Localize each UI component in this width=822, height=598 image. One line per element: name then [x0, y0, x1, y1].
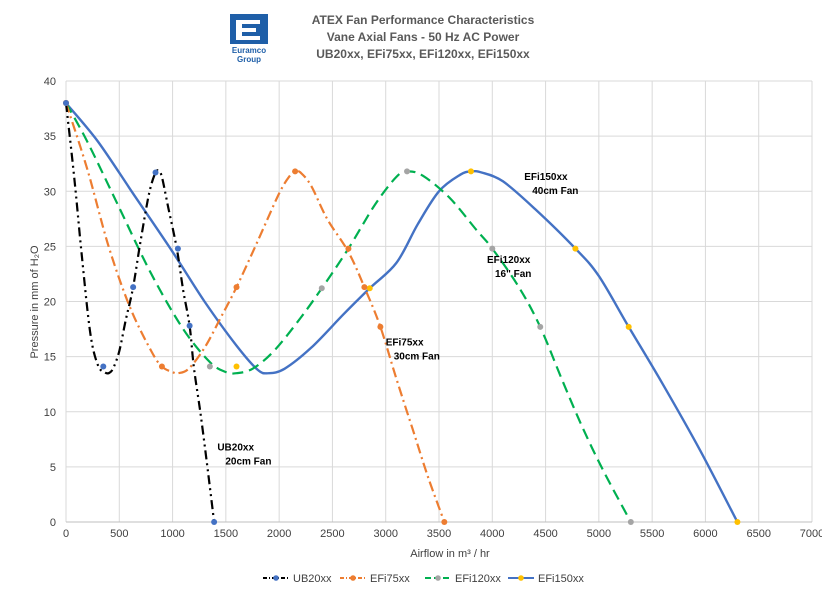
data-point-ub20xx	[174, 245, 181, 252]
series-line-ub20xx	[64, 102, 216, 523]
legend-label: EFi75xx	[370, 573, 410, 585]
x-tick-label: 1500	[214, 528, 238, 540]
annotation-label: 20cm Fan	[225, 456, 271, 467]
legend-marker	[435, 575, 441, 581]
x-tick-label: 1000	[160, 528, 184, 540]
data-point-ub20xx	[152, 169, 159, 176]
legend-label: EFi150xx	[538, 573, 584, 585]
data-point-efi75xx	[292, 168, 299, 175]
series-group	[64, 102, 739, 523]
data-point-efi120xx	[489, 245, 496, 252]
x-tick-label: 2500	[320, 528, 344, 540]
grid	[65, 80, 813, 523]
data-point-efi120xx	[206, 363, 213, 370]
annotation-label: EFi75xx	[386, 338, 424, 349]
data-point-efi120xx	[318, 285, 325, 292]
chart-title-line-3: UB20xx, EFi75xx, EFi120xx, EFi150xx	[316, 47, 530, 61]
y-tick-label: 20	[44, 297, 56, 309]
data-point-efi75xx	[361, 284, 368, 291]
x-tick-label: 2000	[267, 528, 291, 540]
annotations-group: UB20xx 20cm Fan EFi75xx 30cm Fan EFi120xx 16"…	[217, 172, 578, 467]
annotation-label: 30cm Fan	[394, 352, 440, 363]
legend: UB20xx EFi75xx EFi120xx EFi150xx	[263, 573, 584, 585]
y-tick-label: 0	[50, 517, 56, 529]
y-axis-title: Pressure in mm of H₂O	[29, 245, 41, 359]
chart-title-line-2: Vane Axial Fans - 50 Hz AC Power	[327, 30, 520, 44]
legend-label: EFi120xx	[455, 573, 501, 585]
y-tick-label: 40	[44, 76, 56, 88]
x-tick-label: 4000	[480, 528, 504, 540]
data-point-ub20xx	[130, 284, 137, 291]
data-point-ub20xx	[211, 519, 218, 525]
data-point-efi150xx	[734, 519, 741, 525]
data-point-efi120xx	[404, 168, 411, 175]
data-point-efi150xx	[572, 245, 579, 252]
data-point-efi150xx	[625, 323, 632, 330]
y-tick-label: 35	[44, 131, 56, 143]
data-point-efi120xx	[537, 323, 544, 330]
data-point-efi75xx	[377, 323, 384, 330]
logo-text-line-1: Euramco	[232, 46, 266, 55]
annotation-label: 40cm Fan	[532, 186, 578, 197]
data-point-efi120xx	[627, 519, 634, 525]
data-point-ub20xx	[186, 322, 193, 329]
x-tick-label: 5500	[640, 528, 664, 540]
x-tick-label: 5000	[587, 528, 611, 540]
y-tick-label: 10	[44, 407, 56, 419]
x-tick-label: 0	[63, 528, 69, 540]
data-point-efi75xx	[345, 245, 352, 252]
series-line-efi120xx	[65, 102, 632, 523]
legend-label: UB20xx	[293, 573, 332, 585]
x-tick-label: 7000	[800, 528, 822, 540]
legend-marker	[518, 575, 524, 581]
legend-marker	[273, 575, 279, 581]
series-line-efi150xx	[65, 102, 739, 523]
annotation-label: 16" Fan	[495, 269, 531, 280]
euramco-logo: Euramco Group	[230, 14, 268, 64]
x-tick-label: 3000	[373, 528, 397, 540]
x-tick-label: 500	[110, 528, 128, 540]
x-tick-label: 6500	[746, 528, 770, 540]
x-tick-label: 4500	[533, 528, 557, 540]
y-tick-label: 30	[44, 186, 56, 198]
x-tick-label: 6000	[693, 528, 717, 540]
data-point-ub20xx	[100, 363, 107, 370]
axes: 0 500 1000 1500 2000 2500 3000 3500 4000 4500 5000…	[44, 76, 822, 540]
y-tick-label: 25	[44, 241, 56, 253]
annotation-label: UB20xx	[217, 442, 254, 453]
series-line-efi75xx	[64, 102, 446, 523]
markers-group	[63, 100, 741, 525]
data-point-ub20xx	[63, 100, 69, 107]
data-point-efi75xx	[441, 519, 448, 525]
data-point-efi75xx	[158, 363, 165, 370]
annotation-label: EFi120xx	[487, 255, 531, 266]
chart-title-line-1: ATEX Fan Performance Characteristics	[312, 13, 535, 27]
data-point-efi150xx	[467, 168, 474, 175]
data-point-efi150xx	[366, 285, 373, 292]
y-tick-label: 15	[44, 352, 56, 364]
data-point-efi75xx	[233, 284, 240, 291]
euramco-logo-glyph	[236, 20, 260, 40]
legend-marker	[350, 575, 356, 581]
logo-text-line-2: Group	[237, 55, 261, 64]
x-axis-title: Airflow in m³ / hr	[410, 548, 490, 560]
y-tick-label: 5	[50, 462, 56, 474]
annotation-label: EFi150xx	[524, 172, 568, 183]
data-point-efi150xx	[233, 363, 240, 370]
x-tick-label: 3500	[427, 528, 451, 540]
